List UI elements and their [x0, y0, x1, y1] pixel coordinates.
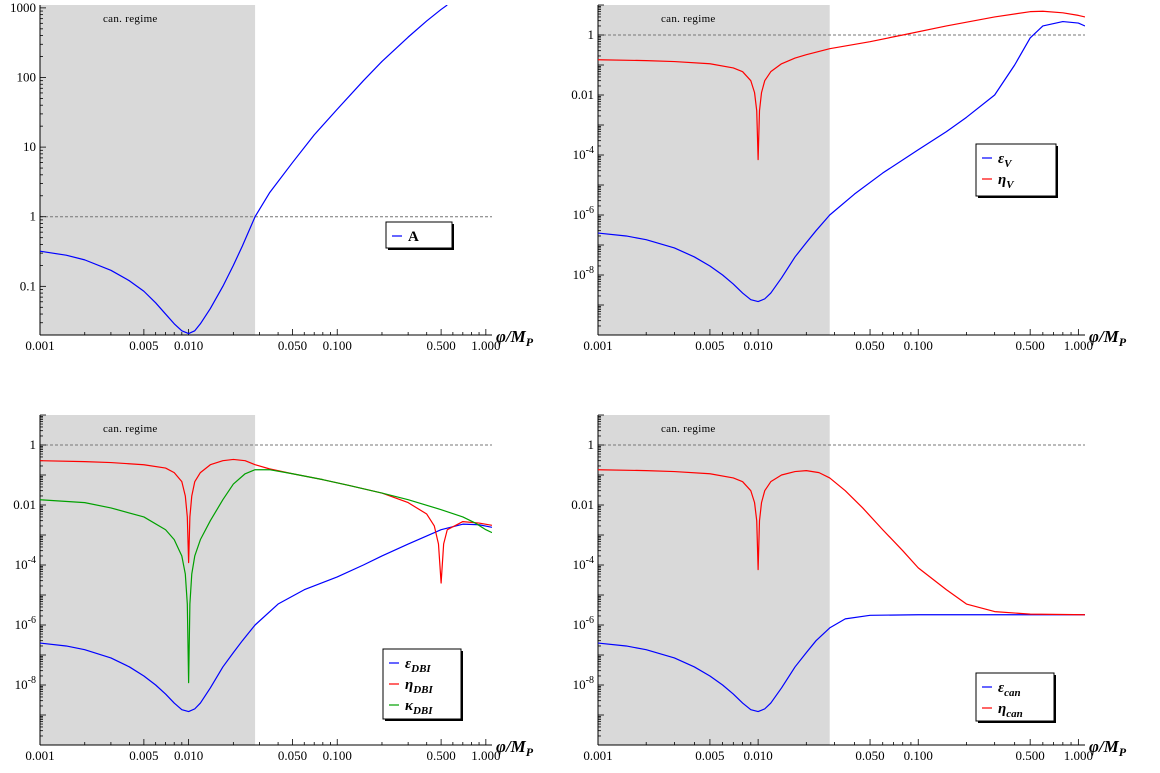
y-tick-label: 10-4 [573, 555, 594, 572]
x-tick-label: 0.010 [174, 748, 203, 763]
series-line-2 [40, 458, 492, 584]
x-tick-label: 0.100 [323, 338, 352, 353]
legend-entry: A [408, 229, 419, 245]
x-tick-label: 0.500 [426, 748, 455, 763]
x-axis-label: φ/MP [1089, 737, 1127, 759]
x-tick-label: 0.001 [583, 338, 612, 353]
series-line-1 [598, 614, 1085, 713]
x-tick-label: 0.005 [695, 338, 724, 353]
legend-entry: ηV [998, 172, 1015, 191]
y-tick-label: 100 [17, 69, 37, 84]
series-line-3 [40, 469, 492, 684]
shaded-region [598, 5, 830, 335]
x-tick-label: 1.000 [1064, 748, 1093, 763]
x-tick-label: 0.500 [1016, 338, 1045, 353]
y-tick-label: 1 [588, 27, 595, 42]
series-line-1 [40, 523, 492, 713]
series-line-2 [598, 10, 1085, 161]
legend: εV ηV [975, 143, 1058, 198]
x-tick-label: 0.500 [1016, 748, 1045, 763]
x-tick-label: 0.005 [129, 338, 158, 353]
y-tick-label: 1 [30, 209, 37, 224]
legend-entry: ηcan [998, 701, 1023, 720]
legend-entry: εcan [998, 680, 1021, 699]
legend-box [975, 143, 1057, 197]
x-tick-label: 0.005 [695, 748, 724, 763]
y-tick-label: 10-6 [573, 205, 594, 222]
chart-panel-1: can. regime 0.001 0.005 0.010 0.050 0.100 0.50… [10, 0, 534, 353]
x-tick-label: 0.500 [426, 338, 455, 353]
shaded-region [40, 5, 256, 335]
y-tick-label: 10-4 [573, 145, 594, 162]
y-tick-label: 0.01 [13, 497, 36, 512]
x-tick-label: 0.010 [174, 338, 203, 353]
shaded-region [40, 415, 256, 745]
region-label: can. regime [661, 423, 716, 435]
y-tick-label: 0.01 [571, 87, 594, 102]
region-label: can. regime [103, 423, 158, 435]
x-tick-label: 0.050 [278, 748, 307, 763]
x-tick-label: 0.050 [855, 338, 884, 353]
y-tick-label: 10-6 [573, 615, 594, 632]
legend-entry: εDBI [405, 656, 431, 675]
x-tick-label: 0.001 [583, 748, 612, 763]
legend-entry: ηDBI [405, 677, 434, 696]
x-tick-label: 1.000 [1064, 338, 1093, 353]
y-tick-label: 0.01 [571, 497, 594, 512]
y-tick-label: 10-8 [573, 265, 594, 282]
y-tick-label: 1 [30, 437, 37, 452]
x-tick-label: 0.001 [25, 338, 54, 353]
x-tick-label: 0.050 [278, 338, 307, 353]
y-tick-label: 10-8 [15, 675, 36, 692]
legend-box [385, 221, 453, 249]
y-tick-label: 10-8 [573, 675, 594, 692]
shaded-region [598, 415, 830, 745]
series-line-1 [40, 5, 448, 335]
series-line-2 [598, 469, 1085, 616]
chart-panel-4: can. regime 0.001 0.005 0.010 0.050 0.100 0.50… [571, 414, 1127, 763]
legend: εcan ηcan [975, 672, 1056, 723]
y-tick-label: 1000 [10, 0, 36, 15]
chart-panel-3: can. regime 0.001 0.005 0.010 0.050 0.100 0.50… [13, 414, 534, 763]
x-tick-label: 1.000 [471, 748, 500, 763]
x-tick-label: 0.005 [129, 748, 158, 763]
legend-box [975, 672, 1055, 722]
x-tick-label: 0.100 [904, 748, 933, 763]
x-tick-label: 0.100 [904, 338, 933, 353]
series-line-1 [598, 20, 1085, 303]
y-tick-label: 10-4 [15, 555, 36, 572]
x-tick-label: 0.050 [855, 748, 884, 763]
legend-entry: κDBI [405, 698, 433, 717]
region-label: can. regime [661, 13, 716, 25]
legend: εDBI ηDBI κDBI [382, 648, 463, 721]
x-tick-label: 0.010 [743, 338, 772, 353]
x-axis-label: φ/MP [496, 327, 534, 349]
chart-panel-2: can. regime 0.001 0.005 0.010 0.050 0.100 0.50… [571, 4, 1127, 353]
y-tick-label: 1 [588, 437, 595, 452]
region-label: can. regime [103, 13, 158, 25]
y-tick-label: 10 [23, 139, 36, 154]
x-tick-label: 0.010 [743, 748, 772, 763]
x-axis-label: φ/MP [1089, 327, 1127, 349]
legend-entry: εV [998, 151, 1013, 170]
legend: A [385, 221, 454, 250]
y-tick-label: 0.1 [20, 278, 36, 293]
y-tick-label: 10-6 [15, 615, 36, 632]
x-tick-label: 0.100 [323, 748, 352, 763]
x-tick-label: 1.000 [471, 338, 500, 353]
x-tick-label: 0.001 [25, 748, 54, 763]
x-axis-label: φ/MP [496, 737, 534, 759]
